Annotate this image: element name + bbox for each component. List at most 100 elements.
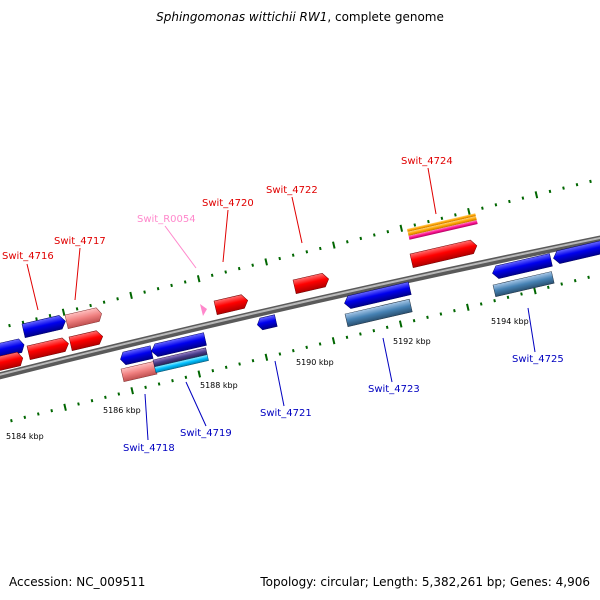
tick-reverse-minor <box>104 395 107 399</box>
tick-forward-minor <box>8 323 11 328</box>
label-swit-4724[interactable]: Swit_4724 <box>401 156 453 167</box>
tick-row-forward <box>8 179 592 328</box>
tick-reverse-minor <box>345 335 349 339</box>
tick-forward-minor <box>75 307 79 311</box>
tick-reverse-minor <box>560 282 564 286</box>
gene-swit-4721[interactable] <box>256 314 278 331</box>
label-swit-4719[interactable]: Swit_4719 <box>180 428 232 439</box>
gene-red-inner-3[interactable] <box>68 330 104 351</box>
gene-swit-r0054[interactable] <box>200 304 207 316</box>
leader-swit-4725 <box>527 307 536 353</box>
tick-reverse-minor <box>479 302 483 306</box>
tick-forward-minor <box>237 266 241 271</box>
tick-reverse-major <box>466 303 470 311</box>
gene-swit-4724-band-3[interactable] <box>408 220 478 240</box>
tick-reverse-minor <box>372 329 376 333</box>
tick-reverse-major <box>197 370 202 378</box>
tick-reverse-minor <box>359 332 362 336</box>
scale-label-5184: 5184 kbp <box>6 432 44 441</box>
tick-forward-minor <box>508 199 511 204</box>
gene-blue-reverse-edge[interactable] <box>552 239 600 265</box>
gene-swit-4717[interactable] <box>64 307 103 329</box>
label-swit-4722[interactable]: Swit_4722 <box>266 185 318 196</box>
tick-reverse-minor <box>573 279 577 283</box>
gene-swit-4724-band-1[interactable] <box>407 213 476 232</box>
tick-reverse-minor <box>546 285 550 289</box>
gene-swit-4723-cds[interactable] <box>343 281 412 310</box>
tick-reverse-minor <box>278 352 282 356</box>
tick-reverse-minor <box>412 319 416 323</box>
leader-swit-4716 <box>26 263 39 311</box>
label-swit-r0054[interactable]: Swit_R0054 <box>137 214 196 225</box>
tick-reverse-minor <box>117 392 121 396</box>
tick-forward-minor <box>562 186 565 190</box>
tick-reverse-minor <box>211 369 215 373</box>
tick-forward-minor <box>589 179 592 184</box>
scale-label-5192: 5192 kbp <box>393 337 431 346</box>
tick-reverse-minor <box>587 275 590 279</box>
tick-forward-minor <box>35 317 38 321</box>
tick-forward-minor <box>21 320 25 324</box>
genome-summary: Topology: circular; Length: 5,382,261 bp… <box>260 575 590 589</box>
label-swit-4716[interactable]: Swit_4716 <box>2 251 54 262</box>
leader-swit-4721 <box>274 360 285 407</box>
tick-row-reverse <box>10 275 590 423</box>
tick-forward-minor <box>427 219 430 224</box>
tick-forward-minor <box>413 223 417 227</box>
scale-label-5188: 5188 kbp <box>200 381 238 390</box>
tick-reverse-minor <box>493 299 496 303</box>
gene-red-inner-1[interactable] <box>0 351 24 372</box>
tick-forward-minor <box>575 183 579 187</box>
tick-reverse-minor <box>291 349 295 353</box>
label-swit-4720[interactable]: Swit_4720 <box>202 198 254 209</box>
gene-swit-4722[interactable] <box>292 272 330 294</box>
map-title: Sphingomonas wittichii RW1, complete gen… <box>0 10 600 24</box>
tick-reverse-minor <box>238 362 241 366</box>
tick-forward-major <box>129 291 133 300</box>
chromosome-backbone-highlight <box>0 237 600 376</box>
tick-reverse-minor <box>144 385 147 389</box>
tick-forward-minor <box>116 297 119 301</box>
tick-reverse-minor <box>426 315 429 319</box>
leader-swit-4722 <box>291 196 303 244</box>
gene-swit-4720[interactable] <box>213 294 249 315</box>
chromosome-backbone <box>0 235 600 380</box>
gene-swit-4724-band-2[interactable] <box>407 216 477 236</box>
gene-swit-4723[interactable] <box>344 298 413 327</box>
gene-swit-4724[interactable] <box>409 239 478 268</box>
gene-swit-4719-band-2[interactable] <box>154 354 209 373</box>
tick-reverse-minor <box>50 409 54 413</box>
leader-swit-4719 <box>185 381 207 427</box>
tick-forward-major <box>332 241 336 249</box>
tick-reverse-major <box>533 287 537 295</box>
gene-swit-4716[interactable] <box>21 314 67 338</box>
tick-reverse-minor <box>251 359 255 363</box>
gene-swit-4725[interactable] <box>492 271 555 297</box>
tick-forward-minor <box>278 256 282 261</box>
label-swit-4717[interactable]: Swit_4717 <box>54 236 106 247</box>
label-swit-4723[interactable]: Swit_4723 <box>368 384 420 395</box>
tick-forward-minor <box>372 233 376 237</box>
tick-forward-minor <box>386 230 390 234</box>
tick-reverse-minor <box>23 415 27 419</box>
label-swit-4718[interactable]: Swit_4718 <box>123 443 175 454</box>
label-swit-4721[interactable]: Swit_4721 <box>260 408 312 419</box>
gene-red-inner-2[interactable] <box>26 337 70 360</box>
gene-swit-4725-cds[interactable] <box>491 253 553 280</box>
gene-swit-4718-reverse[interactable] <box>150 332 207 358</box>
gene-blue-reverse-1[interactable] <box>119 345 154 366</box>
tick-forward-minor <box>48 313 52 318</box>
tick-reverse-minor <box>77 402 80 406</box>
tick-reverse-minor <box>224 365 228 369</box>
tick-forward-major <box>467 207 471 216</box>
tick-forward-minor <box>481 206 484 210</box>
scale-label-5186: 5186 kbp <box>103 406 141 415</box>
gene-swit-4716-partial[interactable] <box>0 338 26 361</box>
tick-reverse-major <box>264 353 269 361</box>
tick-forward-major <box>399 224 404 232</box>
label-swit-4725[interactable]: Swit_4725 <box>512 354 564 365</box>
tick-reverse-minor <box>385 325 389 329</box>
tick-forward-minor <box>345 240 349 244</box>
tick-forward-minor <box>454 213 457 217</box>
